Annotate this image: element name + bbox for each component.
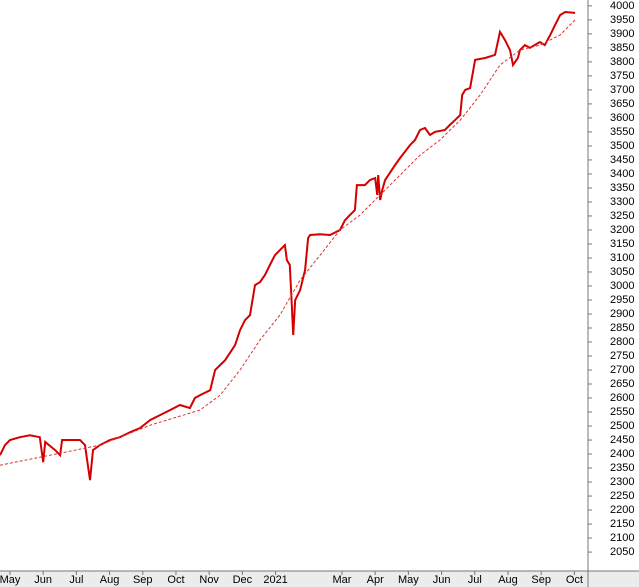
x-tick-label: Jul xyxy=(468,574,482,586)
x-tick-label: Sep xyxy=(133,574,153,586)
x-tick-label: Oct xyxy=(167,574,184,586)
y-tick-label: 2700 xyxy=(610,364,634,376)
x-tick-label: Jun xyxy=(34,574,52,586)
y-tick-label: 2650 xyxy=(610,378,634,390)
y-tick-label: 3250 xyxy=(610,210,634,222)
x-tick-label: Jun xyxy=(433,574,451,586)
x-tick-label: Sep xyxy=(531,574,551,586)
y-tick-label: 3500 xyxy=(610,140,634,152)
y-tick-label: 3750 xyxy=(610,70,634,82)
y-tick-label: 3200 xyxy=(610,224,634,236)
x-tick-label: Nov xyxy=(199,574,219,586)
y-tick-label: 2400 xyxy=(610,448,634,460)
x-tick-label: Apr xyxy=(367,574,384,586)
y-tick-label: 3150 xyxy=(610,238,634,250)
y-tick-label: 2950 xyxy=(610,294,634,306)
y-tick-label: 3850 xyxy=(610,42,634,54)
x-tick-label: May xyxy=(398,574,419,586)
y-tick-label: 2600 xyxy=(610,392,634,404)
y-tick-label: 2450 xyxy=(610,434,634,446)
y-tick-label: 3600 xyxy=(610,112,634,124)
y-tick-label: 3900 xyxy=(610,28,634,40)
y-tick-label: 3550 xyxy=(610,126,634,138)
y-tick-label: 3650 xyxy=(610,98,634,110)
average-line xyxy=(0,19,576,466)
x-tick-label: Aug xyxy=(498,574,518,586)
y-tick-label: 2100 xyxy=(610,532,634,544)
y-tick-label: 2350 xyxy=(610,462,634,474)
y-tick-label: 3700 xyxy=(610,84,634,96)
x-tick-label: Mar xyxy=(332,574,351,586)
y-tick-label: 2250 xyxy=(610,490,634,502)
y-tick-label: 2300 xyxy=(610,476,634,488)
y-tick-label: 3800 xyxy=(610,56,634,68)
y-tick-label: 4000 xyxy=(610,0,634,12)
y-tick-label: 3950 xyxy=(610,14,634,26)
y-tick-label: 3450 xyxy=(610,154,634,166)
y-tick-label: 3400 xyxy=(610,168,634,180)
y-tick-label: 2150 xyxy=(610,518,634,530)
y-tick-label: 2750 xyxy=(610,350,634,362)
y-tick-label: 2200 xyxy=(610,504,634,516)
x-tick-label: Aug xyxy=(100,574,120,586)
y-tick-label: 2900 xyxy=(610,308,634,320)
x-tick-label: 2021 xyxy=(263,574,287,586)
x-tick-label: Jul xyxy=(69,574,83,586)
y-tick-label: 2050 xyxy=(610,546,634,558)
y-tick-label: 3350 xyxy=(610,182,634,194)
y-tick-label: 2500 xyxy=(610,420,634,432)
x-tick-label: May xyxy=(0,574,21,586)
x-axis-band xyxy=(0,571,639,587)
x-tick-label: Oct xyxy=(566,574,583,586)
y-tick-label: 2850 xyxy=(610,322,634,334)
x-tick-label: Dec xyxy=(233,574,253,586)
y-tick-label: 3100 xyxy=(610,252,634,264)
y-tick-label: 3050 xyxy=(610,266,634,278)
y-tick-label: 3000 xyxy=(610,280,634,292)
y-tick-label: 3300 xyxy=(610,196,634,208)
y-tick-label: 2550 xyxy=(610,406,634,418)
y-tick-label: 2800 xyxy=(610,336,634,348)
